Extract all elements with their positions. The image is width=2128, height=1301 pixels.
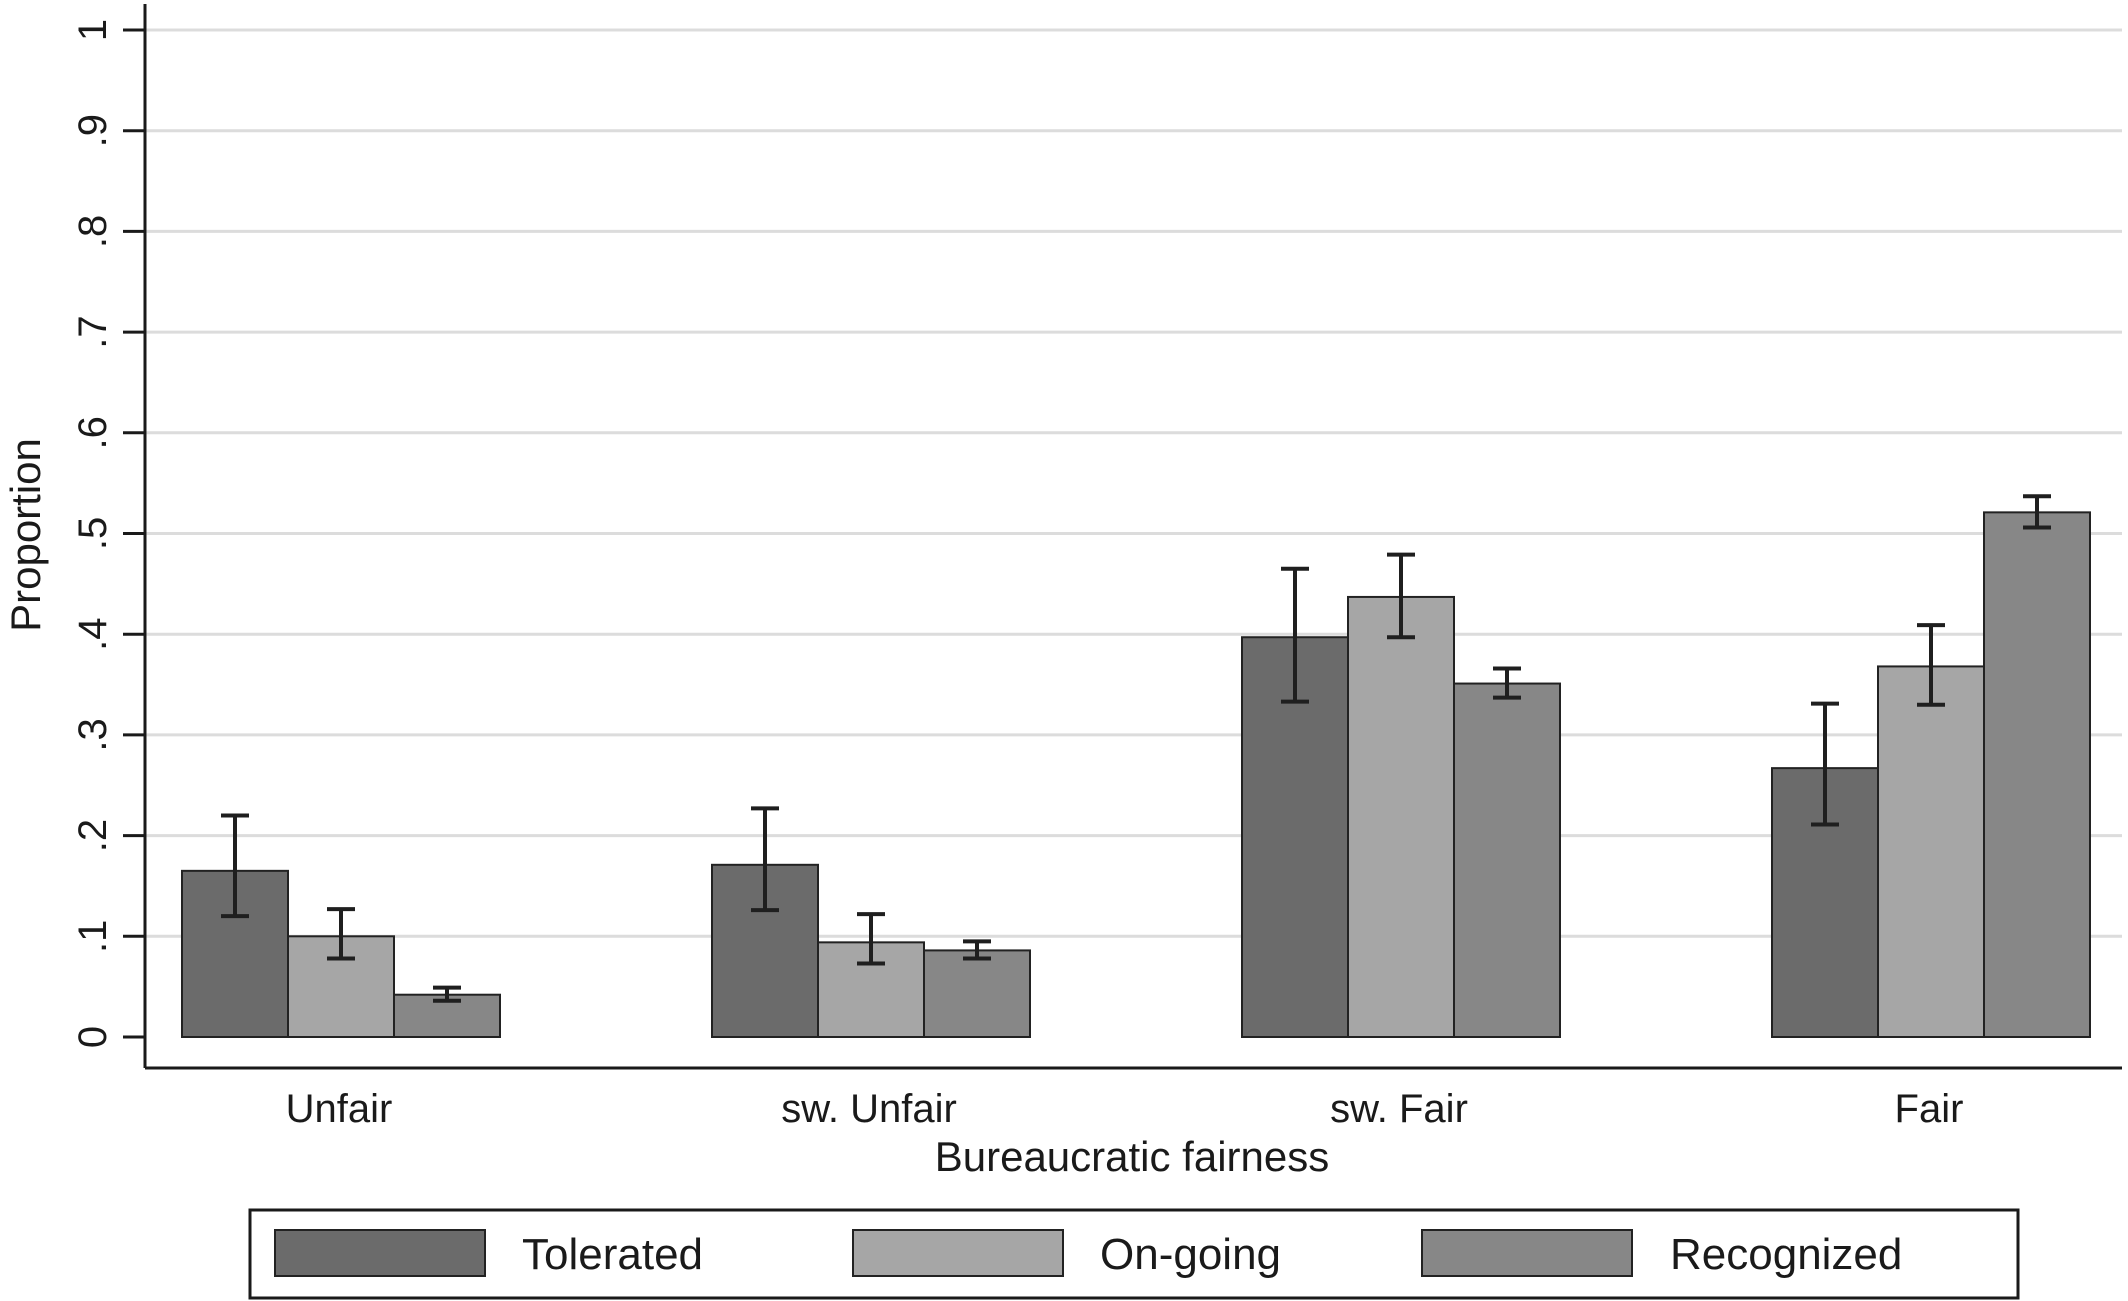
legend-key: [1421, 1229, 1633, 1277]
bar: [393, 993, 501, 1038]
y-tick-label: .5: [71, 517, 115, 550]
legend-label: Recognized: [1670, 1230, 1902, 1279]
y-tick-label: .8: [71, 215, 115, 248]
bar: [1453, 682, 1561, 1039]
bars: [181, 511, 2091, 1039]
x-tick-label: Fair: [1895, 1087, 1964, 1131]
legend-box: [248, 1208, 2020, 1300]
y-tick-label: .4: [71, 618, 115, 651]
legend-label: Tolerated: [522, 1230, 703, 1279]
legend-label: On-going: [1100, 1230, 1281, 1279]
legend: Tolerated On-going Recognized: [248, 1208, 2020, 1300]
legend-key: [274, 1229, 486, 1277]
x-tick-label: sw. Fair: [1330, 1087, 1468, 1131]
error-bars: [221, 494, 2051, 1003]
y-tick-label: .3: [71, 718, 115, 751]
x-axis-title: Bureaucratic fairness: [935, 1133, 1330, 1180]
y-tick-label: .9: [71, 114, 115, 147]
y-tick-label: .1: [71, 920, 115, 953]
y-tick-label: .2: [71, 819, 115, 852]
y-tick-label: .7: [71, 315, 115, 348]
bar: [1347, 595, 1455, 1038]
axes: 0 .1 .2 .3 .4 .5 .6 .7 .8 .9 1 Unfair sw. Unfair sw. …: [71, 4, 2122, 1131]
bar: [923, 949, 1031, 1039]
bar: [1877, 665, 1985, 1038]
bar: [1983, 511, 2091, 1038]
y-tick-label: 0: [71, 1026, 115, 1048]
x-tick-label: sw. Unfair: [781, 1087, 957, 1131]
legend-key: [852, 1229, 1064, 1277]
x-tick-label: Unfair: [286, 1087, 393, 1131]
y-tick-label: 1: [71, 19, 115, 41]
gridlines: [145, 28, 2122, 938]
bar: [1241, 636, 1349, 1038]
y-axis-title: Proportion: [2, 438, 49, 632]
y-tick-label: .6: [71, 416, 115, 449]
